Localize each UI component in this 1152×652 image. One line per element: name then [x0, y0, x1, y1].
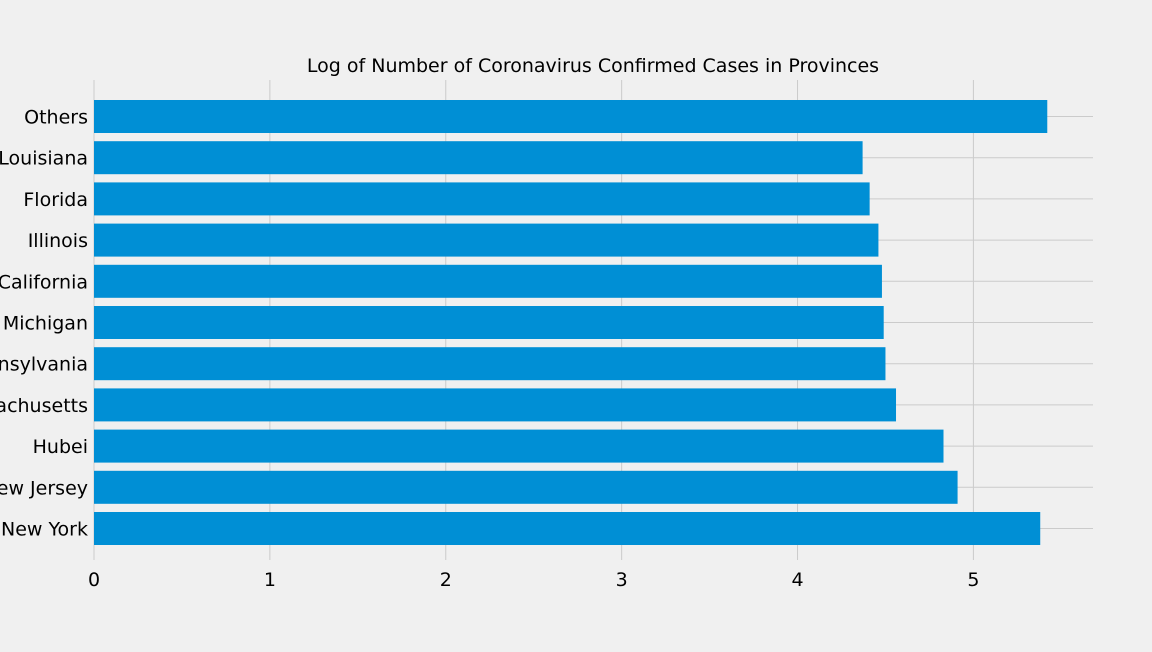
- bar-layer: [94, 100, 1048, 545]
- x-tick-label: 1: [264, 569, 276, 591]
- x-tick-label: 3: [616, 569, 628, 591]
- y-tick-label: California: [0, 271, 88, 293]
- x-tick-label: 5: [967, 569, 979, 591]
- y-tick-label: Others: [24, 107, 88, 129]
- y-tick-label: Florida: [23, 189, 88, 211]
- bar-others: [94, 100, 1048, 133]
- x-tick-label: 4: [791, 569, 803, 591]
- bar-new-york: [94, 512, 1041, 545]
- y-tick-label: Hubei: [33, 436, 88, 458]
- y-tick-label: Pennsylvania: [0, 354, 88, 376]
- bar-california: [94, 264, 882, 298]
- bar-pennsylvania: [94, 347, 886, 381]
- bar-michigan: [94, 306, 884, 339]
- y-tick-label: Illinois: [28, 230, 88, 252]
- y-tick-label: Louisiana: [0, 148, 88, 170]
- bar-hubei: [94, 429, 944, 463]
- y-tick-label: Massachusetts: [0, 395, 88, 417]
- x-tick-label: 0: [88, 569, 100, 591]
- y-tick-label: New Jersey: [0, 477, 88, 499]
- y-tick-label: New York: [1, 519, 88, 541]
- x-axis-ticks: 0 1 2 3 4 5: [88, 569, 979, 591]
- y-axis-ticks: New York New Jersey Hubei Massachusetts Penn…: [0, 107, 88, 541]
- chart-title: Log of Number of Coronavirus Confirmed C…: [307, 55, 879, 77]
- x-tick-label: 2: [440, 569, 452, 591]
- y-tick-label: Michigan: [3, 313, 88, 335]
- bar-new-jersey: [94, 470, 958, 504]
- bar-massachusetts: [94, 388, 897, 422]
- bar-louisiana: [94, 141, 863, 175]
- bar-florida: [94, 182, 870, 216]
- bar-illinois: [94, 223, 879, 257]
